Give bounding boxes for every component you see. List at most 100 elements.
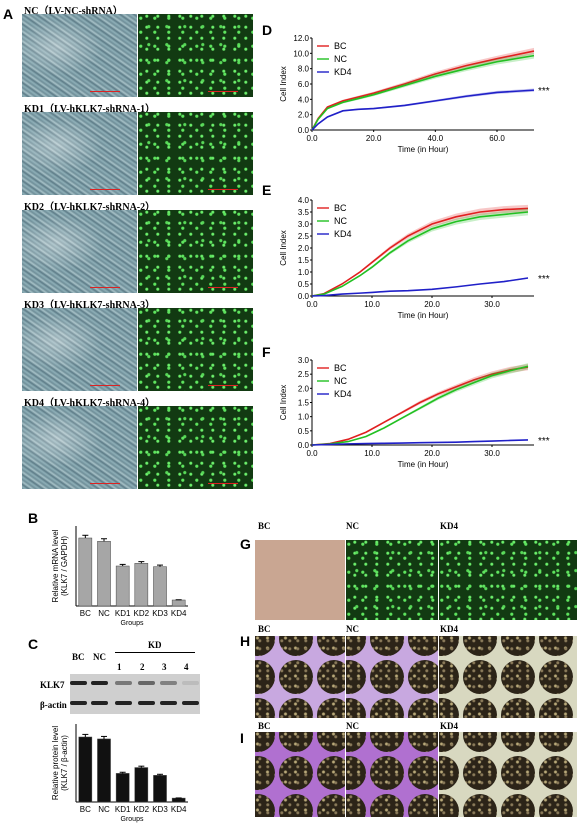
transwell-pore <box>279 732 313 752</box>
x-tick-label: 10.0 <box>364 449 380 458</box>
transwell-pore <box>279 636 313 656</box>
transwell-pore <box>463 732 497 752</box>
bar-NC <box>97 738 111 803</box>
mrna-bar-chart: BC NC KD1 KD2 KD3 KD4 Groups Relative mRNA leve… <box>51 526 188 627</box>
scale-bar <box>90 189 120 190</box>
x-tick-label: 20.0 <box>424 449 440 458</box>
phase-contrast-image <box>22 14 137 97</box>
y-tick-label: 2.0 <box>298 244 310 253</box>
significance-annotation: *** <box>538 436 550 447</box>
x-tick-label: 0.0 <box>306 449 318 458</box>
y-tick-label: 12.0 <box>293 34 309 43</box>
transwell-plate <box>439 636 577 718</box>
transwell-pore <box>539 794 573 817</box>
microscopy-title: KD4（LV-hKLK7-shRNA-4） <box>24 398 156 409</box>
panel-label-b: B <box>28 510 39 526</box>
transwell-pore <box>501 698 535 718</box>
category-label: KD3 <box>152 609 168 618</box>
y-tick-label: 2.0 <box>298 384 310 393</box>
series-line-KD4 <box>311 277 529 297</box>
blot-kd-label: KD <box>148 640 162 650</box>
transwell-pore <box>501 794 535 817</box>
transwell-pore <box>501 660 535 694</box>
bar-NC <box>97 541 111 607</box>
assay-label: BC <box>258 721 271 731</box>
transwell-plate <box>346 732 438 817</box>
y-axis-label: (KLK7 / β-actin) <box>60 735 69 791</box>
category-label: NC <box>98 609 110 618</box>
scale-bar <box>208 483 238 484</box>
transwell-pore <box>279 660 313 694</box>
y-tick-label: 0.5 <box>298 280 310 289</box>
phase-contrast-image <box>22 308 137 391</box>
transwell-pore <box>439 660 459 694</box>
transwell-pore <box>346 756 366 790</box>
series-line-NC <box>311 365 529 446</box>
transwell-plate <box>346 636 438 718</box>
y-tick-label: 0.0 <box>298 292 310 301</box>
transwell-pore <box>255 794 275 817</box>
series-line-BC <box>311 50 535 131</box>
transwell-pore <box>317 660 345 694</box>
bar-KD4 <box>171 797 186 803</box>
panel-label-a: A <box>3 6 14 22</box>
scale-bar <box>90 483 120 484</box>
cell-index-chart-f: 0.0 0.5 1.0 1.5 2.0 2.5 3.0 0.0 10.0 20.0 30.0 Time… <box>279 356 550 469</box>
y-tick-label: 1.0 <box>298 268 310 277</box>
scale-bar <box>208 91 238 92</box>
category-label: KD2 <box>134 609 150 618</box>
category-label: NC <box>98 805 110 814</box>
cell-index-chart-d: 0.0 2.0 4.0 6.0 8.0 10.0 12.0 0.0 20.0 40.0 60.0 Ti… <box>279 34 550 154</box>
scale-bar <box>208 287 238 288</box>
klk7-band <box>138 681 155 685</box>
transwell-pore <box>346 636 366 656</box>
microscopy-title: NC（LV-NC-shRNA） <box>24 6 123 17</box>
transwell-pore <box>255 660 275 694</box>
y-tick-label: 6.0 <box>298 80 310 89</box>
migration-fluor-kd4 <box>439 540 577 620</box>
transwell-pore <box>317 794 345 817</box>
transwell-pore <box>317 698 345 718</box>
transwell-pore <box>317 756 345 790</box>
assay-label: KD4 <box>440 521 458 531</box>
microscopy-title: KD3（LV-hKLK7-shRNA-3） <box>24 300 156 311</box>
series-error-band-KD4 <box>312 88 534 130</box>
transwell-pore <box>539 756 573 790</box>
transwell-pore <box>501 756 535 790</box>
panel-label-f: F <box>262 344 271 360</box>
blot-lane-label: 1 <box>117 662 122 672</box>
series-line-BC <box>311 366 529 446</box>
category-label: KD4 <box>171 805 187 814</box>
phase-contrast-image <box>22 210 137 293</box>
y-tick-label: 1.0 <box>298 413 310 422</box>
category-label: BC <box>80 805 91 814</box>
scale-bar <box>208 385 238 386</box>
panel-label-e: E <box>262 182 272 198</box>
transwell-pore <box>439 794 459 817</box>
transwell-pore <box>439 636 459 656</box>
kd-bracket <box>115 652 195 653</box>
migration-brightfield <box>255 540 345 620</box>
y-tick-label: 0.5 <box>298 427 310 436</box>
actin-band <box>70 701 87 705</box>
transwell-pore <box>501 636 535 656</box>
y-axis-label: Cell Index <box>279 230 288 266</box>
transwell-pore <box>463 698 497 718</box>
transwell-pore <box>255 756 275 790</box>
category-label: KD1 <box>115 805 131 814</box>
y-tick-label: 1.5 <box>298 399 310 408</box>
x-tick-label: 10.0 <box>364 300 380 309</box>
transwell-pore <box>408 660 438 694</box>
y-tick-label: 8.0 <box>298 65 310 74</box>
scale-bar <box>90 385 120 386</box>
bar-KD3 <box>153 775 167 803</box>
significance-annotation: *** <box>538 274 550 285</box>
y-tick-label: 0.0 <box>298 441 310 450</box>
transwell-pore <box>279 794 313 817</box>
y-axis-label: (KLK7 / GAPDH) <box>60 536 69 596</box>
transwell-pore <box>370 660 404 694</box>
significance-annotation: *** <box>538 86 550 97</box>
y-tick-label: 3.5 <box>298 208 310 217</box>
assay-label: KD4 <box>440 624 458 634</box>
y-tick-label: 3.0 <box>298 220 310 229</box>
